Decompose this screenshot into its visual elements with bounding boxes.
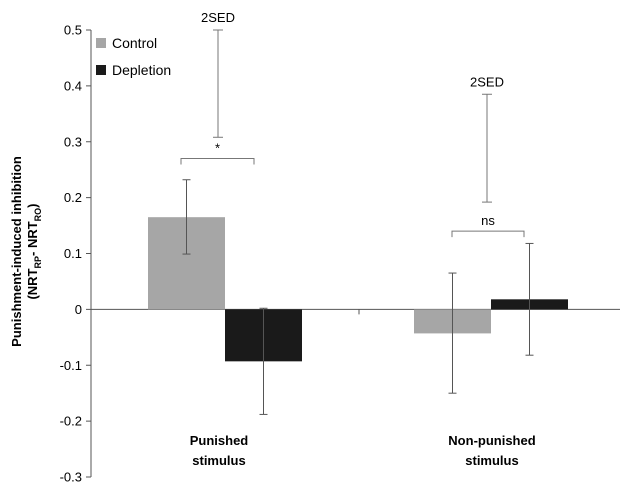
y-tick-label: 0.3	[64, 134, 82, 149]
legend-swatch-control	[96, 38, 106, 48]
legend-label-depletion: Depletion	[112, 62, 171, 78]
y-tick-label: 0.2	[64, 190, 82, 205]
error-bars	[182, 179, 534, 415]
y-axis-label-line2: (NRTRP- NRTRO)	[25, 203, 43, 299]
y-axis-label-subscript-ro: RO	[33, 208, 43, 222]
sed-label: 2SED	[470, 74, 504, 89]
y-axis-label-line1: Punishment-induced inhibition	[9, 156, 24, 347]
y-axis-label-subscript-rp: RP	[33, 256, 43, 269]
legend-label-control: Control	[112, 35, 157, 51]
comparison-bracket	[180, 158, 255, 165]
annotations: 2SED 2SED * ns	[180, 10, 525, 238]
y-tick-label: 0	[75, 302, 82, 317]
comparison-label: ns	[481, 213, 495, 228]
sed-label: 2SED	[201, 10, 235, 25]
y-tick-label: -0.1	[60, 358, 82, 373]
category-label-line1: Punished	[190, 433, 249, 448]
legend-swatch-depletion	[96, 65, 106, 75]
y-tick-label: 0.5	[64, 23, 82, 38]
y-axis-label-close: )	[25, 203, 40, 207]
category-label-line2: stimulus	[465, 453, 518, 468]
legend: Control Depletion	[96, 35, 171, 78]
y-tick-label: 0.4	[64, 78, 82, 93]
comparison-label: *	[215, 141, 220, 156]
y-axis-label-open: (NRT	[25, 268, 40, 299]
y-tick-label: -0.2	[60, 414, 82, 429]
comparison-bracket	[451, 230, 525, 238]
y-tick-label: -0.3	[60, 470, 82, 485]
y-tick-label: 0.1	[64, 246, 82, 261]
bars	[148, 217, 568, 362]
category-labels: Punished stimulus Non-punished stimulus	[190, 433, 536, 468]
category-label-line2: stimulus	[192, 453, 245, 468]
axes: -0.3 -0.2 -0.1 0 0.1 0.2 0.3 0.4 0.5	[60, 23, 620, 485]
category-label-line1: Non-punished	[448, 433, 535, 448]
y-axis-label: Punishment-induced inhibition (NRTRP- NR…	[9, 156, 43, 347]
y-axis-label-mid: - NRT	[25, 221, 40, 256]
